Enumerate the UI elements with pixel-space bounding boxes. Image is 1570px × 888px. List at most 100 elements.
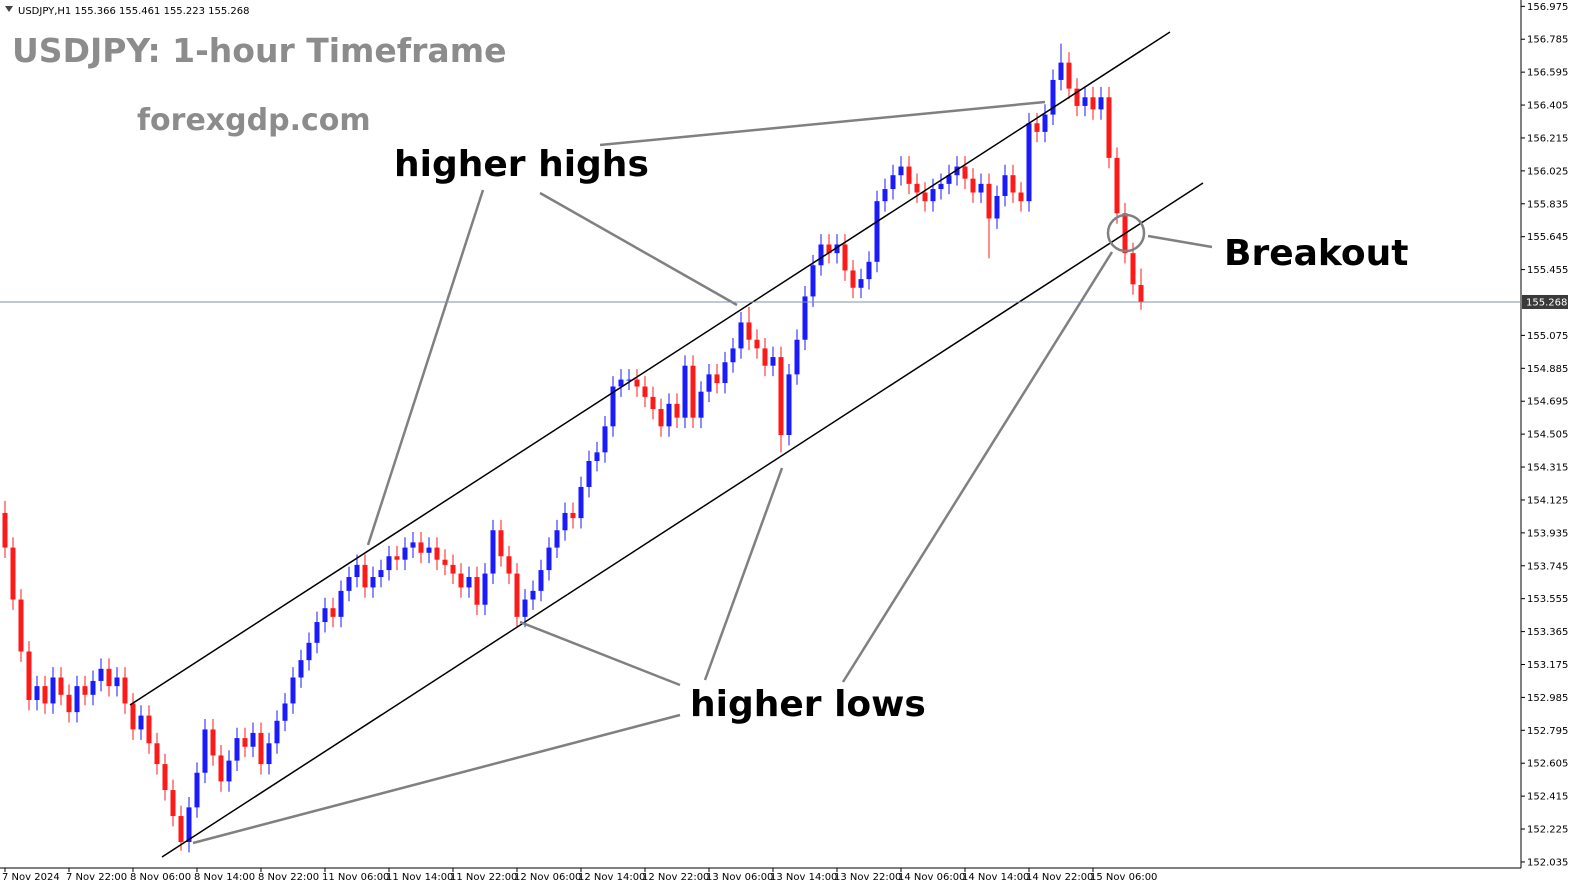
x-tick-label: 14 Nov 06:00 (898, 872, 965, 883)
candle-body (794, 339, 800, 375)
candle-body (1058, 62, 1064, 80)
y-tick-label: 153.175 (1527, 660, 1568, 671)
pointer (519, 620, 681, 687)
candle-body (530, 590, 536, 600)
breakout-circle (1106, 213, 1146, 253)
candle-body (826, 244, 832, 254)
y-tick-label: 154.125 (1527, 495, 1568, 506)
annotation: higher lows (690, 684, 926, 725)
candle-body (354, 564, 360, 578)
candle-body (410, 542, 416, 548)
y-tick-label: 155.075 (1527, 331, 1568, 342)
candle-body (314, 622, 320, 643)
candle-body (226, 760, 232, 782)
pointer (841, 251, 1114, 683)
y-tick-label: 153.745 (1527, 561, 1568, 572)
y-tick-label: 156.975 (1527, 2, 1568, 13)
candle-body (722, 362, 728, 384)
site-label: forexgdp.com (137, 103, 371, 138)
candle-body (18, 599, 24, 652)
current-price-box (1522, 294, 1568, 309)
candle-body (506, 556, 512, 574)
candle-body (642, 386, 648, 397)
pointer (1147, 234, 1213, 249)
symbol-header: USDJPY,H1 155.366 155.461 155.223 155.26… (18, 6, 249, 17)
candle-body (650, 396, 656, 410)
candle-body (778, 357, 784, 435)
pointer (599, 100, 1046, 147)
candle-body (274, 720, 280, 744)
candle-body (10, 547, 16, 600)
candle-body (1026, 123, 1032, 202)
candle-body (810, 265, 816, 297)
candle-body (890, 175, 896, 190)
candle-body (186, 807, 192, 843)
candle-body (82, 686, 88, 695)
y-tick-label: 154.505 (1527, 430, 1568, 441)
candle-body (522, 599, 528, 617)
candle-body (1082, 97, 1088, 106)
candle-body (706, 374, 712, 392)
candle-body (330, 608, 336, 617)
candle-body (66, 694, 72, 713)
candle-body (306, 642, 312, 661)
y-tick-label: 154.885 (1527, 364, 1568, 375)
y-tick-label: 156.215 (1527, 133, 1568, 144)
candle-body (146, 715, 152, 744)
x-tick-label: 13 Nov 14:00 (770, 872, 837, 883)
y-tick-label: 155.455 (1527, 265, 1568, 276)
y-tick-label: 152.415 (1527, 792, 1568, 803)
candle-body (930, 189, 936, 202)
candle-body (162, 764, 168, 791)
candle-body (26, 651, 32, 700)
x-tick-label: 13 Nov 06:00 (706, 872, 773, 883)
x-tick-label: 11 Nov 22:00 (450, 872, 517, 883)
ohlc-low: 155.223 (164, 6, 205, 17)
candle-body (850, 270, 856, 288)
candle-body (194, 772, 200, 808)
candle-body (218, 755, 224, 782)
candle-body (866, 261, 872, 280)
y-tick-label: 156.405 (1527, 101, 1568, 112)
x-tick-label: 8 Nov 06:00 (130, 872, 191, 883)
y-tick-label: 153.555 (1527, 594, 1568, 605)
candle-body (658, 409, 664, 427)
candle-body (1106, 97, 1112, 158)
y-tick-label: 152.225 (1527, 825, 1568, 836)
y-tick-label: 153.365 (1527, 627, 1568, 638)
candle-body (418, 542, 424, 553)
symbol: USDJPY,H1 (18, 6, 71, 17)
candle-body (482, 573, 488, 605)
candle-body (474, 577, 480, 605)
candle-body (258, 732, 264, 765)
ohlc-close: 155.268 (208, 6, 249, 17)
candle-body (746, 322, 752, 340)
x-tick-label: 7 Nov 22:00 (66, 872, 127, 883)
candle-body (2, 512, 8, 548)
candle-body (514, 573, 520, 617)
candle-body (450, 564, 456, 574)
candle-body (906, 166, 912, 184)
candle-body (586, 460, 592, 487)
y-tick-label: 152.795 (1527, 726, 1568, 737)
candle-body (842, 244, 848, 271)
candle-body (1130, 253, 1136, 285)
candle-body (602, 426, 608, 453)
candle-body (50, 677, 56, 704)
y-tick-label: 154.315 (1527, 463, 1568, 474)
pointer (703, 467, 784, 681)
y-tick-label: 156.595 (1527, 68, 1568, 79)
candle-body (762, 348, 768, 366)
candle-body (1042, 114, 1048, 132)
candle-body (1018, 192, 1024, 202)
candle-body (570, 512, 576, 519)
candle-body (730, 348, 736, 363)
candle-body (898, 166, 904, 176)
candle-body (98, 668, 104, 681)
candle-body (170, 790, 176, 817)
candle-body (1034, 123, 1040, 132)
candle-body (298, 660, 304, 678)
candle-body (970, 178, 976, 193)
x-tick-label: 12 Nov 22:00 (642, 872, 709, 883)
